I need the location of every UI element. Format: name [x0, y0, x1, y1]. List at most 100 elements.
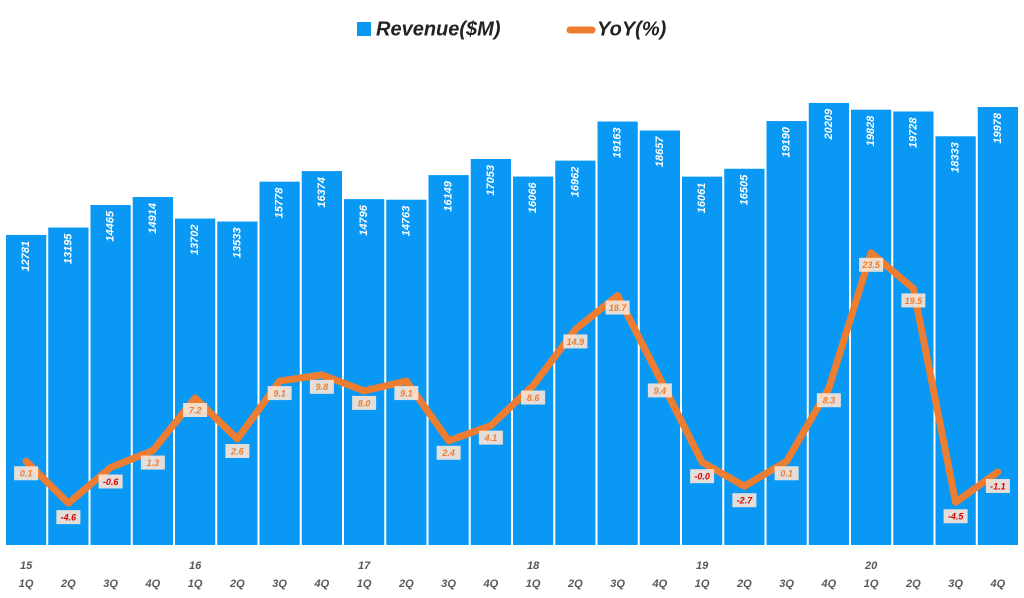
point-label-group: 9.4 — [647, 383, 672, 398]
bar-label: 12781 — [20, 241, 32, 272]
bar — [893, 111, 934, 546]
point-label: 23.5 — [861, 260, 881, 270]
point-label-group: 9.8 — [309, 379, 334, 394]
point-label-box — [732, 493, 757, 508]
bar — [301, 171, 342, 546]
point-label-group: -0.6 — [98, 474, 123, 489]
x-tick-label: 3Q — [948, 578, 963, 590]
point-label-group: 14.9 — [563, 334, 588, 349]
point-label-box — [267, 386, 292, 401]
point-label-group: 18.7 — [605, 300, 630, 315]
x-tick-label: 1Q — [864, 578, 879, 590]
point-label-box — [563, 334, 588, 349]
legend-swatch — [357, 22, 371, 36]
bar-label: 17053 — [485, 165, 497, 196]
x-tick-label: 3Q — [272, 578, 287, 590]
point-label: 9.1 — [273, 388, 286, 398]
point-label-box — [521, 390, 546, 405]
point-label-box — [859, 257, 884, 272]
x-tick-label: 3Q — [441, 578, 456, 590]
x-group-label: 18 — [527, 560, 540, 572]
bar-label: 13195 — [62, 233, 74, 264]
point-label-box — [774, 466, 799, 481]
point-label-box — [309, 379, 334, 394]
point-label-group: 4.1 — [478, 430, 503, 445]
bar — [597, 121, 638, 545]
legend-label: YoY(%) — [597, 18, 667, 40]
x-tick-label: 1Q — [19, 578, 34, 590]
x-tick-label: 2Q — [567, 578, 583, 590]
point-label-group: -1.1 — [985, 478, 1010, 493]
bar-label: 18333 — [950, 142, 962, 173]
bar-label: 16962 — [569, 167, 581, 198]
x-group-label: 15 — [20, 560, 33, 572]
x-tick-label: 1Q — [357, 578, 372, 590]
point-label-box — [605, 300, 630, 315]
x-tick-label: 3Q — [779, 578, 794, 590]
point-label-box — [690, 469, 715, 484]
bar-label: 14465 — [105, 210, 117, 241]
bar-label: 14914 — [147, 203, 159, 234]
x-tick-label: 1Q — [695, 578, 710, 590]
point-label-box — [816, 393, 841, 408]
bar-label: 16061 — [696, 183, 708, 214]
point-label: 7.2 — [189, 405, 202, 415]
bar-label: 16374 — [316, 177, 328, 208]
bar-label: 19728 — [907, 117, 919, 148]
x-group-label: 20 — [864, 560, 878, 572]
point-label-box — [56, 510, 81, 525]
bar — [217, 221, 258, 545]
legend-label: Revenue($M) — [376, 18, 501, 40]
x-tick-label: 2Q — [905, 578, 921, 590]
bar-label: 16066 — [527, 182, 539, 213]
point-label: -0.6 — [103, 477, 120, 487]
x-tick-label: 2Q — [60, 578, 76, 590]
point-label-box — [140, 455, 165, 470]
point-label: 2.6 — [230, 446, 245, 456]
point-label: -0.0 — [694, 472, 710, 482]
point-label-group: -4.5 — [943, 509, 968, 524]
bar — [48, 227, 89, 545]
point-label-box — [943, 509, 968, 524]
point-label-group: 7.2 — [183, 403, 208, 418]
x-tick-label: 3Q — [103, 578, 118, 590]
x-group-label: 16 — [189, 560, 202, 572]
point-label-group: -4.6 — [56, 510, 81, 525]
point-label-box — [394, 386, 419, 401]
bar — [766, 121, 807, 545]
point-label: 8.3 — [823, 396, 836, 406]
point-label-box — [183, 403, 208, 418]
x-tick-label: 2Q — [229, 578, 245, 590]
point-label: 18.7 — [609, 303, 628, 313]
x-tick-label: 2Q — [398, 578, 414, 590]
point-label-group: 19.5 — [901, 293, 926, 308]
point-label-box — [14, 466, 39, 481]
point-label-group: 2.6 — [225, 443, 250, 458]
point-label-group: -2.7 — [732, 493, 757, 508]
bar-label: 19978 — [992, 112, 1004, 143]
point-label: 8.6 — [527, 393, 541, 403]
point-label-box — [98, 474, 123, 489]
point-label-box — [352, 395, 377, 410]
point-label-group: 0.1 — [14, 466, 39, 481]
bar — [851, 109, 892, 545]
bar-label: 19163 — [612, 128, 624, 159]
point-label: 9.1 — [400, 388, 413, 398]
bar-label: 20209 — [823, 108, 835, 140]
x-tick-label: 4Q — [652, 578, 668, 590]
bar-label: 13533 — [231, 228, 243, 259]
x-group-label: 17 — [358, 560, 371, 572]
point-label: -1.1 — [990, 481, 1006, 491]
point-label: 4.1 — [484, 433, 498, 443]
point-label: -4.5 — [948, 512, 965, 522]
point-label: 0.1 — [20, 469, 33, 479]
bar — [259, 181, 300, 545]
point-label: 2.4 — [441, 448, 455, 458]
point-label-box — [225, 443, 250, 458]
bar-label: 19190 — [781, 126, 793, 157]
bar — [175, 218, 216, 545]
point-label-box — [901, 293, 926, 308]
bar — [6, 234, 47, 545]
point-label-group: -0.0 — [690, 469, 715, 484]
